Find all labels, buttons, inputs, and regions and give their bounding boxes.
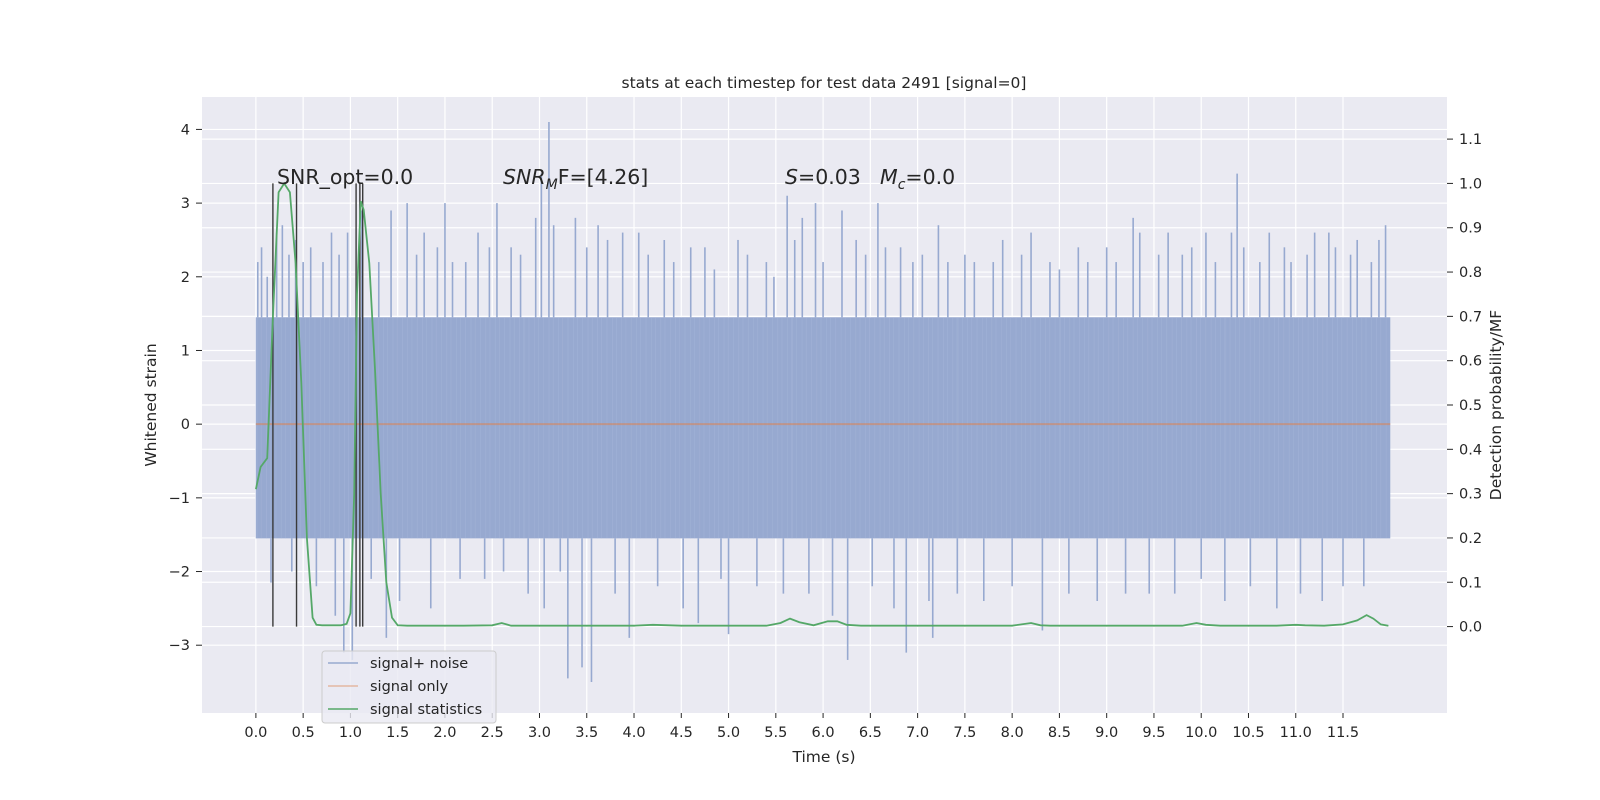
legend: signal+ noise signal only signal statist… (321, 650, 497, 724)
y-tick-label: 4 (181, 122, 190, 138)
y-tick-label: 2 (181, 270, 190, 286)
x-tick-label: 7.0 (906, 725, 929, 741)
x-tick-label: 2.5 (481, 725, 504, 741)
y-tick-label: 1 (181, 343, 190, 359)
signal-statistics-line (255, 181, 1389, 627)
x-tick-label: 4.0 (622, 725, 645, 741)
annotation-snr-opt: SNR_opt=0.0 (277, 165, 413, 190)
annotations: SNR_opt=0.0 SNRMF=[4.26] S=0.03 Mc=0.0 (277, 165, 955, 193)
annotation-snr-mf-main: SNR (503, 165, 546, 189)
right-tick-label: 0.4 (1459, 442, 1482, 458)
annotation-s-value: =0.03 (798, 165, 861, 189)
x-tick-label: 10.5 (1232, 725, 1264, 741)
right-tick-label: 0.8 (1459, 265, 1482, 281)
right-tick-label: 0.0 (1459, 620, 1482, 636)
x-tick-label: 9.0 (1095, 725, 1118, 741)
x-tick-label: 2.0 (433, 725, 456, 741)
y-tick-label: −3 (169, 638, 190, 654)
right-tick-label: 0.7 (1459, 309, 1482, 325)
x-axis-label: Time (s) (791, 748, 855, 766)
y-tick-label: 3 (181, 196, 190, 212)
legend-label-signal-statistics: signal statistics (370, 702, 482, 718)
x-tick-label: 7.5 (953, 725, 976, 741)
right-tick-label: 0.6 (1459, 354, 1482, 370)
series-signal-statistics (255, 181, 1389, 627)
y-tick-label: −2 (169, 565, 190, 581)
x-tick-label: 0.0 (244, 725, 267, 741)
annotation-s-symbol: S (785, 165, 798, 189)
x-tick-label: 1.5 (386, 725, 409, 741)
right-tick-label: 1.1 (1459, 132, 1482, 148)
right-tick-label: 0.3 (1459, 487, 1482, 503)
x-tick-label: 6.0 (812, 725, 835, 741)
annotation-mc: Mc=0.0 (880, 165, 955, 193)
series-signal-noise (255, 122, 1391, 683)
legend-label-signal-only: signal only (370, 679, 449, 695)
annotation-snr-mf-value: F=[4.26] (558, 165, 649, 189)
x-tick-label: 8.0 (1001, 725, 1024, 741)
right-tick-label: 0.5 (1459, 398, 1482, 414)
right-axis-ticks: 0.0 0.1 0.2 0.3 0.4 0.5 0.6 0.7 0.8 0.9 1.0 1.1 (1447, 132, 1482, 636)
y-tick-label: −1 (169, 491, 190, 507)
x-tick-label: 5.5 (764, 725, 787, 741)
annotation-mc-subscript: c (898, 177, 906, 193)
right-axis-label: Detection probability/MF (1487, 310, 1505, 501)
x-tick-label: 1.0 (339, 725, 362, 741)
x-tick-label: 3.5 (575, 725, 598, 741)
right-tick-label: 0.2 (1459, 531, 1482, 547)
annotation-s: S=0.03 (785, 165, 861, 189)
x-tick-label: 11.0 (1280, 725, 1312, 741)
x-tick-label: 6.5 (859, 725, 882, 741)
y-axis-label: Whitened strain (142, 343, 160, 466)
right-tick-label: 0.1 (1459, 575, 1482, 591)
annotation-snr-mf: SNRMF=[4.26] (503, 165, 648, 193)
noise-envelope (255, 317, 1391, 539)
y-tick-label: 0 (181, 417, 190, 433)
x-tick-label: 8.5 (1048, 725, 1071, 741)
right-tick-label: 0.9 (1459, 221, 1482, 237)
legend-box (321, 650, 497, 724)
x-axis-ticks: 0.0 0.5 1.0 1.5 2.0 2.5 3.0 3.5 4.0 4.5 5.0 5.5 6.0 6… (244, 713, 1359, 741)
x-tick-label: 10.0 (1185, 725, 1217, 741)
right-tick-label: 1.0 (1459, 176, 1482, 192)
x-tick-label: 4.5 (670, 725, 693, 741)
x-tick-label: 5.0 (717, 725, 740, 741)
x-tick-label: 9.5 (1142, 725, 1165, 741)
annotation-mc-value: =0.0 (905, 165, 955, 189)
y-axis-ticks: −3 −2 −1 0 1 2 3 4 (169, 122, 202, 654)
x-tick-label: 3.0 (528, 725, 551, 741)
chart-title: stats at each timestep for test data 249… (622, 74, 1027, 92)
x-tick-label: 0.5 (292, 725, 315, 741)
annotation-mc-symbol: M (880, 165, 898, 189)
annotation-snr-mf-subscript: M (546, 177, 558, 193)
x-tick-label: 11.5 (1327, 725, 1359, 741)
legend-label-signal-noise: signal+ noise (370, 656, 468, 672)
